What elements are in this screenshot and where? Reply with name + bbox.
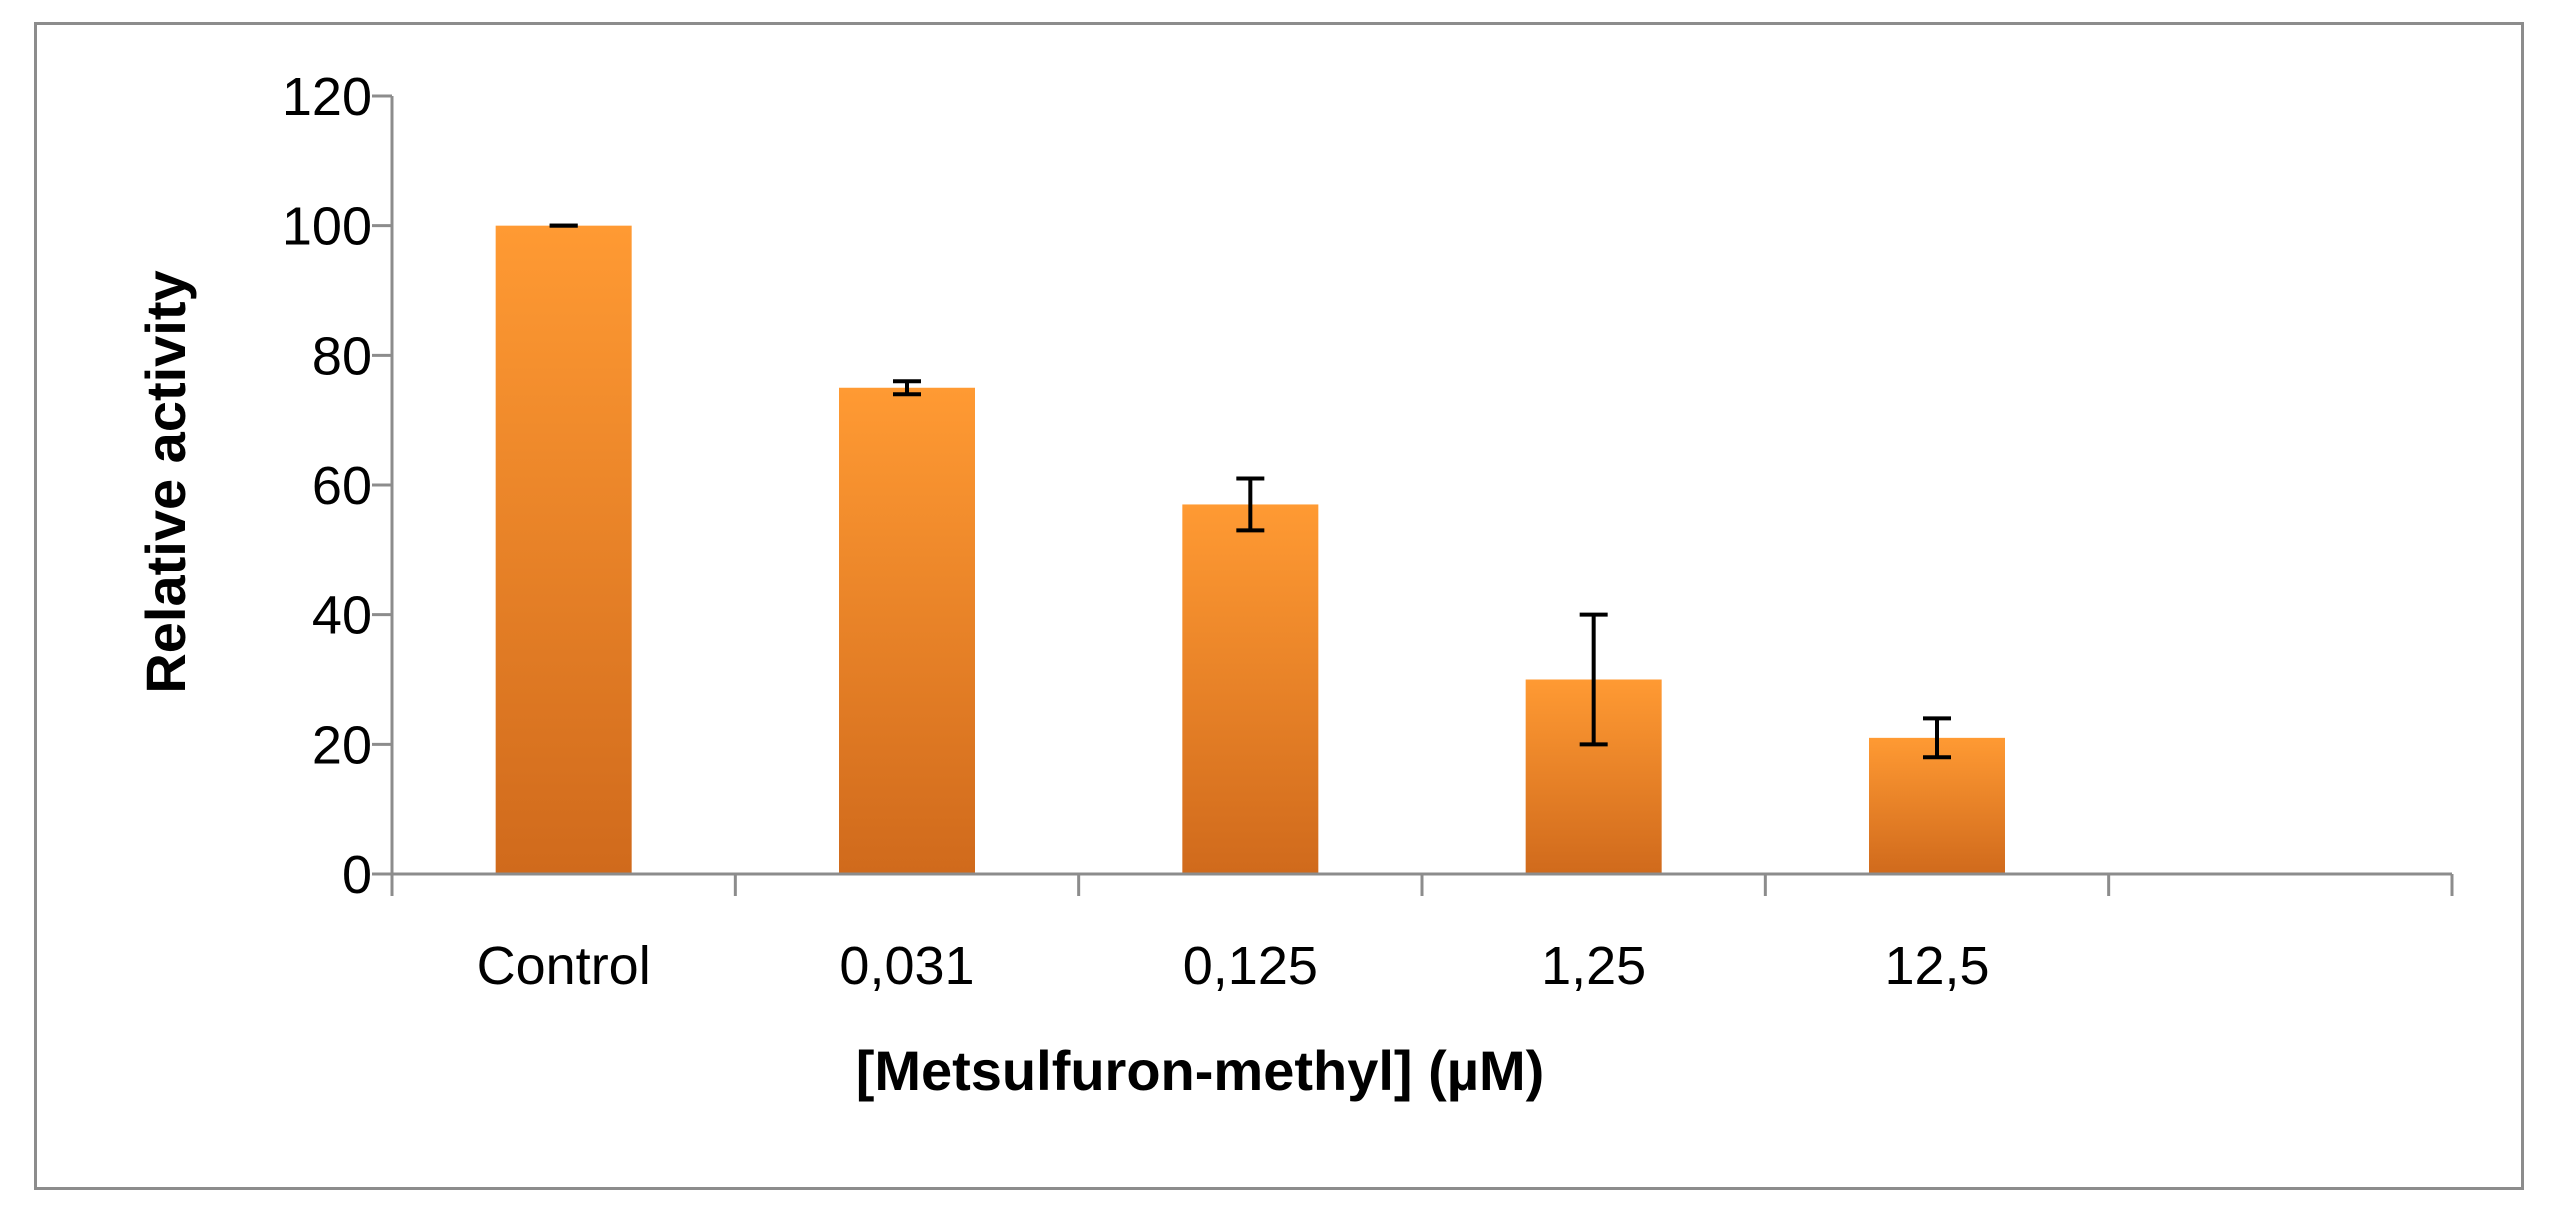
y-tick-label-5: 100 bbox=[282, 197, 372, 257]
x-tick-label-3: 1,25 bbox=[1541, 936, 1646, 996]
bar-0 bbox=[495, 225, 632, 874]
axes-layer bbox=[372, 94, 2454, 896]
y-tick-label-3: 60 bbox=[312, 456, 372, 516]
bars-layer bbox=[495, 225, 2005, 874]
x-axis-title: [Metsulfuron-methyl] (µM) bbox=[856, 1039, 1545, 1102]
error-bars-layer bbox=[549, 223, 1951, 760]
y-axis-title: Relative activity bbox=[134, 270, 197, 693]
y-tick-label-0: 0 bbox=[342, 845, 372, 905]
error-bar-1 bbox=[893, 379, 921, 397]
labels-layer: Control 0,031 0,125 1,25 12,5 0 20 40 60 80 100 120 bbox=[282, 67, 1990, 996]
y-tick-label-1: 20 bbox=[312, 715, 372, 775]
bar-2 bbox=[1182, 504, 1319, 874]
bar-1 bbox=[839, 387, 975, 874]
x-tick-label-1: 0,031 bbox=[839, 936, 974, 996]
x-tick-label-2: 0,125 bbox=[1183, 936, 1318, 996]
error-bar-4 bbox=[1923, 716, 1951, 760]
error-bar-2 bbox=[1236, 476, 1265, 533]
y-tick-label-2: 40 bbox=[312, 586, 372, 646]
y-tick-label-6: 120 bbox=[282, 67, 372, 127]
y-tick-label-4: 80 bbox=[312, 326, 372, 386]
bar-4 bbox=[1869, 737, 2005, 874]
x-tick-label-4: 12,5 bbox=[1884, 936, 1989, 996]
x-tick-label-0: Control bbox=[477, 936, 651, 996]
error-bar-3 bbox=[1579, 612, 1608, 747]
